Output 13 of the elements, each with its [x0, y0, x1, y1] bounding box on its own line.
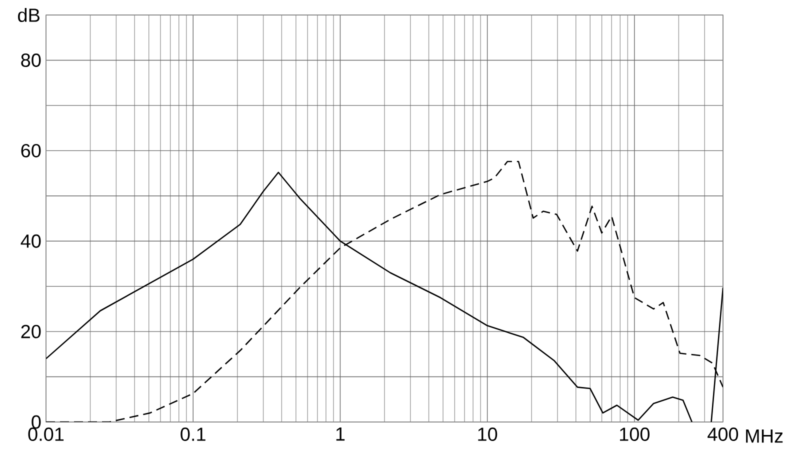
- y-tick-label: 20: [21, 324, 41, 338]
- y-axis-title: dB: [18, 8, 40, 22]
- y-tick-label: 80: [21, 54, 41, 67]
- x-tick-label: 400: [708, 428, 738, 441]
- y-tick-label: 40: [20, 234, 41, 248]
- y-tick-label: 60: [21, 144, 41, 158]
- x-tick-label: 1: [336, 428, 345, 441]
- x-tick-label: 10: [478, 428, 498, 441]
- x-tick-label: 0.01: [28, 428, 64, 441]
- x-tick-label: 0.1: [180, 428, 206, 441]
- y-tick-label: 0: [32, 415, 41, 429]
- x-axis-title: MHz: [746, 430, 783, 443]
- x-tick-label: 100: [620, 428, 650, 441]
